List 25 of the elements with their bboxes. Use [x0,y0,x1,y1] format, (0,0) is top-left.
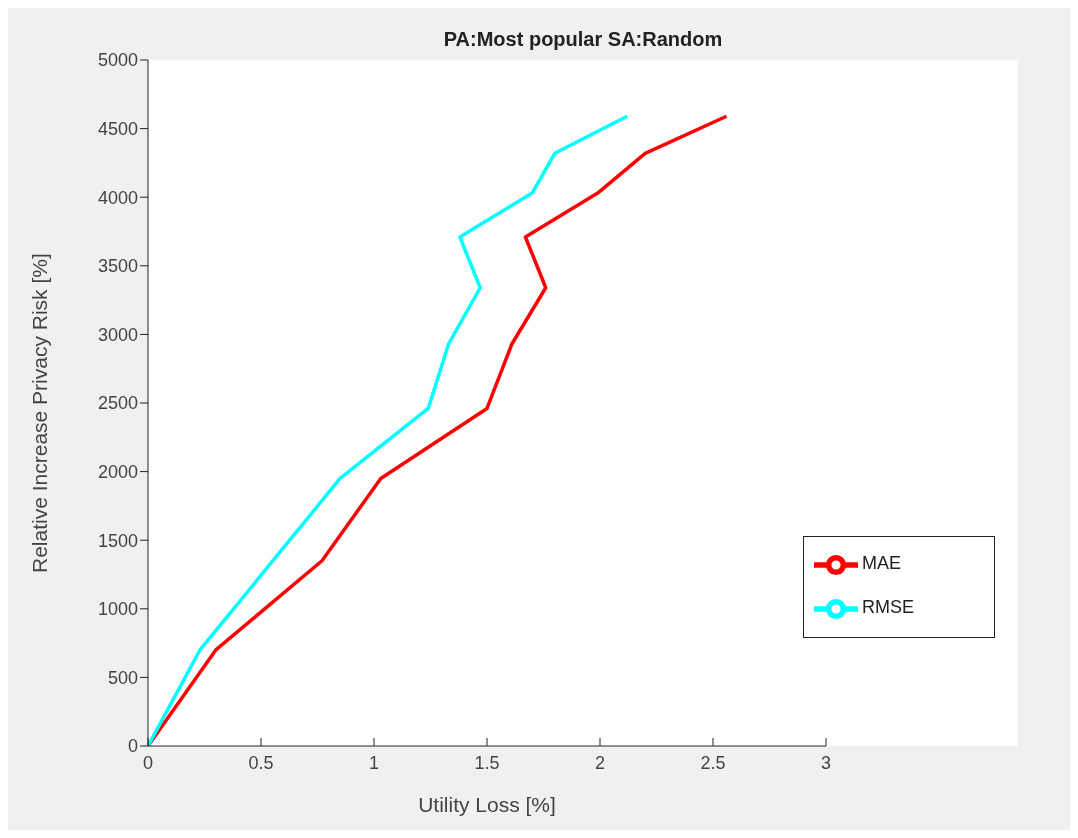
legend-label: RMSE [862,597,915,618]
line-series [148,114,629,746]
y-tick-label: 4500 [97,118,138,139]
legend-label: MAE [862,553,902,574]
line-series [148,114,729,746]
y-tick-label: 2000 [97,461,138,482]
x-tick-label: 1.5 [474,752,500,773]
x-tick-label: 2 [594,752,606,773]
y-tick-label: 5000 [97,50,138,71]
x-tick-label: 3 [820,752,832,773]
y-axis-title: Relative Increase Privacy Risk [%] [28,253,52,573]
y-tick-label: 0 [127,736,138,757]
y-tick-label: 3500 [97,256,138,277]
y-tick-label: 4000 [97,187,138,208]
y-tick-label: 2500 [97,393,138,414]
chart-title: PA:Most popular SA:Random [442,28,724,51]
y-tick-label: 1500 [97,530,138,551]
y-tick-label: 500 [107,667,138,688]
x-tick-label: 1 [368,752,380,773]
x-tick-label: 0 [142,752,154,773]
x-axis-title: Utility Loss [%] [418,793,556,816]
y-tick-label: 3000 [97,324,138,345]
x-tick-label: 2.5 [700,752,726,773]
x-tick-label: 0.5 [248,752,274,773]
y-tick-label: 1000 [97,599,138,620]
